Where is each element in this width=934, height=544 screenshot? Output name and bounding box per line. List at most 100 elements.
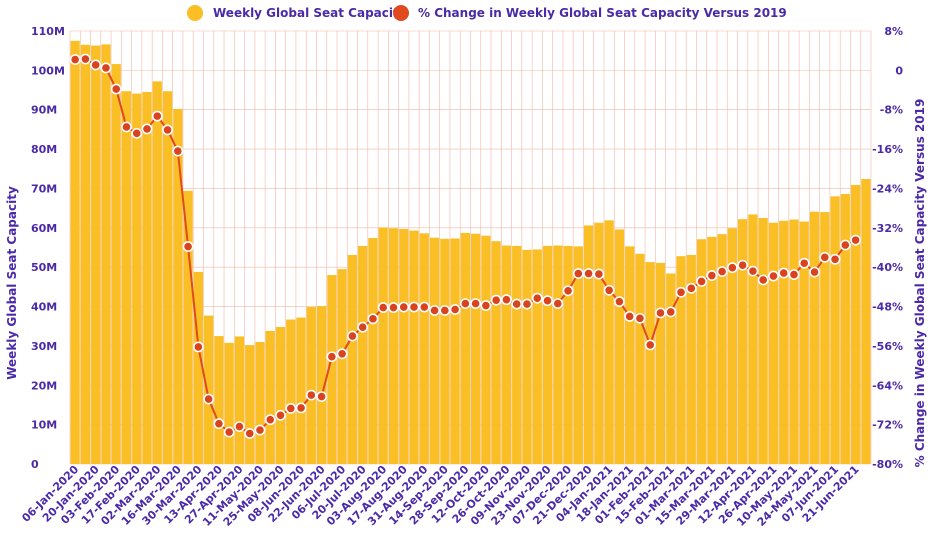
capacity-bar <box>429 237 440 464</box>
capacity-bar <box>337 269 347 464</box>
y-tick-label: 10M <box>31 419 57 432</box>
capacity-bar <box>204 315 214 464</box>
capacity-bar <box>840 193 850 464</box>
y2-tick-label: -48% <box>872 301 903 314</box>
capacity-bar <box>666 273 676 464</box>
y-tick-label: 110M <box>31 25 65 38</box>
pct-change-point <box>798 257 810 269</box>
capacity-bar <box>80 44 91 464</box>
pct-change-point <box>213 418 225 430</box>
pct-change-point <box>449 304 461 315</box>
capacity-bar <box>696 239 707 464</box>
capacity-bar <box>861 179 871 465</box>
y2-tick-label: -56% <box>872 340 903 353</box>
capacity-bar <box>132 93 142 464</box>
pct-change-point <box>675 286 687 298</box>
pct-change-point <box>295 402 307 414</box>
pct-change-point <box>121 121 132 133</box>
pct-change-point <box>234 421 245 433</box>
capacity-bar <box>275 327 286 464</box>
capacity-bar <box>717 234 727 464</box>
y2-tick-label: -8% <box>880 104 903 117</box>
capacity-bar <box>512 245 522 464</box>
pct-change-point <box>552 298 564 309</box>
legend-bar-swatch <box>187 5 203 21</box>
y-tick-label: 20M <box>31 379 57 392</box>
pct-change-point <box>603 284 615 296</box>
capacity-bar <box>594 222 604 464</box>
pct-change-point <box>685 282 697 294</box>
pct-change-point <box>264 414 276 426</box>
pct-change-point <box>316 391 327 402</box>
capacity-bar <box>748 214 758 464</box>
capacity-bar <box>347 254 358 464</box>
capacity-bar <box>542 245 553 464</box>
pct-change-point <box>839 239 851 251</box>
pct-change-point <box>829 253 841 265</box>
capacity-bar <box>583 225 594 464</box>
pct-change-point <box>583 268 594 279</box>
pct-change-point <box>285 402 297 414</box>
pct-change-point <box>593 268 605 280</box>
pct-change-point <box>542 295 553 307</box>
pct-change-point <box>511 298 523 310</box>
capacity-bar <box>450 238 460 464</box>
y2-tick-label: -32% <box>872 222 903 235</box>
pct-change-point <box>809 266 820 278</box>
capacity-bar <box>440 238 450 464</box>
pct-change-point <box>69 54 81 65</box>
y-tick-label: 90M <box>31 104 57 117</box>
y2-tick-label: 0 <box>895 64 903 77</box>
pct-change-point <box>347 330 358 342</box>
y-tick-label: 80M <box>31 143 57 156</box>
pct-change-point <box>501 294 512 306</box>
capacity-bar <box>419 233 429 464</box>
pct-change-point <box>521 298 533 310</box>
line-layer <box>69 53 861 439</box>
y2-tick-label: -24% <box>872 182 903 195</box>
pct-change-point <box>326 351 338 363</box>
capacity-bar <box>820 212 830 464</box>
capacity-bar <box>707 236 717 464</box>
pct-change-point <box>408 301 420 313</box>
pct-change-point <box>418 301 430 313</box>
capacity-bar <box>573 246 583 464</box>
pct-change-point <box>388 302 399 313</box>
capacity-bar <box>111 64 121 464</box>
pct-change-point <box>203 393 215 405</box>
pct-change-point <box>110 83 122 95</box>
pct-change-point <box>254 424 266 436</box>
capacity-bar <box>306 306 316 464</box>
legend-bar-label: Weekly Global Seat Capacity <box>213 6 407 20</box>
capacity-bar <box>316 306 327 464</box>
pct-change-point <box>562 285 574 297</box>
capacity-bar <box>388 228 399 464</box>
y2-axis-title: % Change in Weekly Global Seat Capacity … <box>913 99 927 468</box>
y-tick-label: 50M <box>31 261 57 274</box>
capacity-bar <box>635 253 645 464</box>
capacity-bar <box>234 336 245 464</box>
capacity-bar <box>101 44 111 464</box>
y-tick-label: 40M <box>31 301 57 314</box>
capacity-bar <box>142 92 152 464</box>
capacity-bar <box>727 228 737 464</box>
pct-change-point <box>367 313 379 325</box>
pct-change-point <box>788 269 800 280</box>
pct-change-point <box>429 305 440 316</box>
pct-change-point <box>644 339 656 351</box>
y2-tick-label: -72% <box>872 419 903 432</box>
y-tick-label: 30M <box>31 340 57 353</box>
capacity-bar <box>563 245 573 464</box>
y-tick-label: 100M <box>31 64 65 77</box>
pct-change-point <box>696 276 707 287</box>
capacity-bar <box>91 45 101 464</box>
pct-change-point <box>80 53 91 65</box>
pct-change-point <box>850 234 861 246</box>
y-tick-label: 70M <box>31 182 57 195</box>
capacity-bar <box>686 254 696 464</box>
y2-tick-label: -40% <box>872 261 903 274</box>
capacity-bar <box>121 91 132 464</box>
capacity-bar <box>522 249 532 464</box>
capacity-bar <box>265 330 275 464</box>
